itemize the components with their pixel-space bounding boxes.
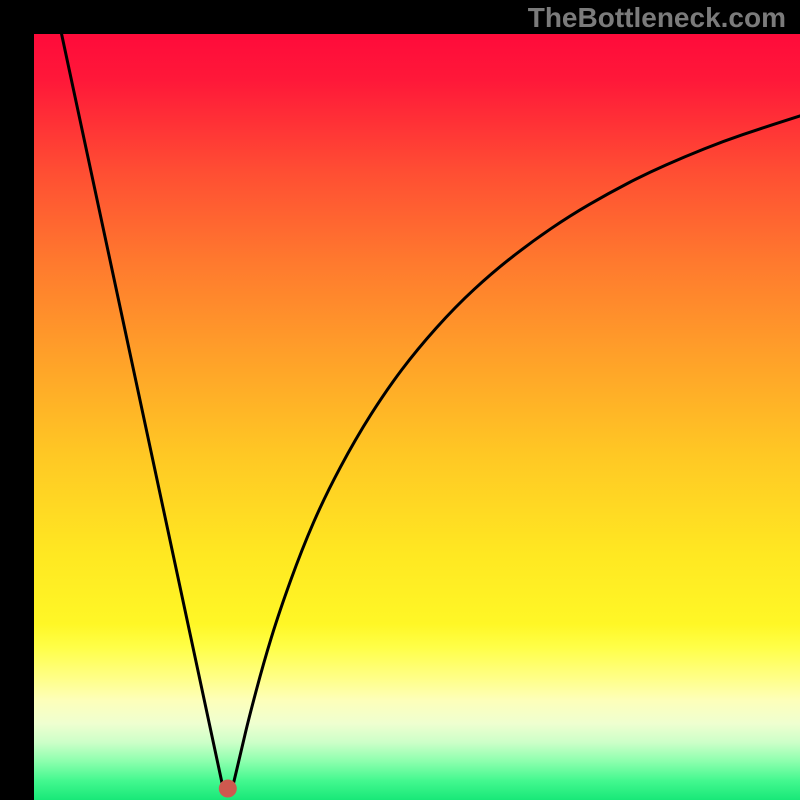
watermark-text: TheBottleneck.com: [528, 2, 786, 34]
background-rect: [34, 34, 800, 800]
plot-area: [34, 34, 800, 800]
optimal-point-marker: [219, 780, 237, 798]
chart-svg: [34, 34, 800, 800]
